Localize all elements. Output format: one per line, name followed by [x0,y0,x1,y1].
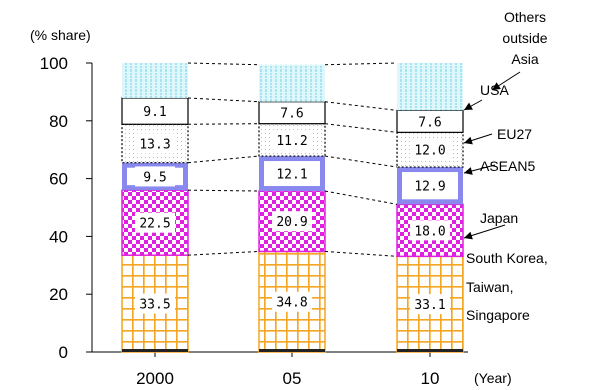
legend-label: South Korea, [466,250,548,266]
legend-arrowhead [492,82,501,90]
legend-arrowhead [464,136,473,145]
value-label: 9.5 [143,170,166,185]
value-label-bg [272,102,312,123]
legend-label: EU27 [497,126,532,142]
value-label-bg [410,175,450,196]
value-label-bg [135,212,175,233]
legend-label: Taiwan, [466,279,513,295]
value-label: 12.1 [276,168,307,183]
value-label-bg [410,139,450,160]
value-label-bg [135,293,175,314]
legend-label: Singapore [466,307,530,323]
value-label-bg [135,133,175,154]
x-category-label: 2000 [136,369,174,388]
x-category-label: 05 [283,369,302,388]
y-tick-label: 80 [49,112,68,131]
value-label-bg [135,101,175,122]
legend-label: Japan [480,210,518,226]
value-label: 13.3 [139,137,170,152]
y-tick-label: 20 [49,285,68,304]
value-label-bg [272,211,312,232]
y-tick-label: 100 [40,54,68,73]
connector-line [324,123,398,133]
value-label: 20.9 [276,215,307,230]
value-label: 22.5 [139,217,170,232]
connector-line [187,62,260,66]
value-label: 12.0 [414,144,445,159]
value-label-bg [272,291,312,312]
bar-base [259,349,325,352]
value-label-bg [272,129,312,150]
connector-line [324,62,398,66]
connector-line [324,155,398,168]
value-label-bg [410,111,450,132]
bar-segment [122,63,188,98]
x-category-label: 10 [421,369,440,388]
legend-label: USA [480,82,509,98]
connector-line [324,250,398,257]
value-label: 11.2 [276,134,307,149]
value-label: 34.8 [276,296,307,311]
y-tick-label: 40 [49,227,68,246]
y-tick-label: 0 [59,343,68,362]
value-label-bg [272,163,312,184]
value-label: 33.1 [414,298,445,313]
bar-segment [397,63,463,111]
legend-arrowhead [464,102,473,110]
value-label: 12.9 [414,180,445,195]
legend-label: ASEAN5 [480,158,535,174]
value-label-bg [410,294,450,315]
y-axis-unit-label: (% share) [30,27,91,43]
value-label: 7.6 [418,115,441,130]
value-label: 9.1 [143,105,166,120]
legend-arrowhead [464,167,473,175]
value-label-bg [410,220,450,241]
value-label: 18.0 [414,224,445,239]
x-axis-unit-label: (Year) [474,370,512,386]
connector-line [187,155,260,164]
connector-line [187,189,260,192]
connector-line [324,190,398,205]
legend-label: Others [504,9,546,25]
connector-line [324,101,398,111]
connector-line [187,97,260,103]
value-label: 33.5 [139,298,170,313]
value-label-bg [135,166,175,187]
legend-arrowhead [464,231,473,240]
legend-label: Asia [511,51,538,67]
connector-line [187,250,260,256]
connector-line [187,123,260,125]
bar-base [122,349,188,352]
legend-label: outside [502,30,547,46]
value-label: 7.6 [280,107,303,122]
bar-segment [259,64,325,102]
y-tick-label: 60 [49,170,68,189]
bar-base [397,349,463,352]
